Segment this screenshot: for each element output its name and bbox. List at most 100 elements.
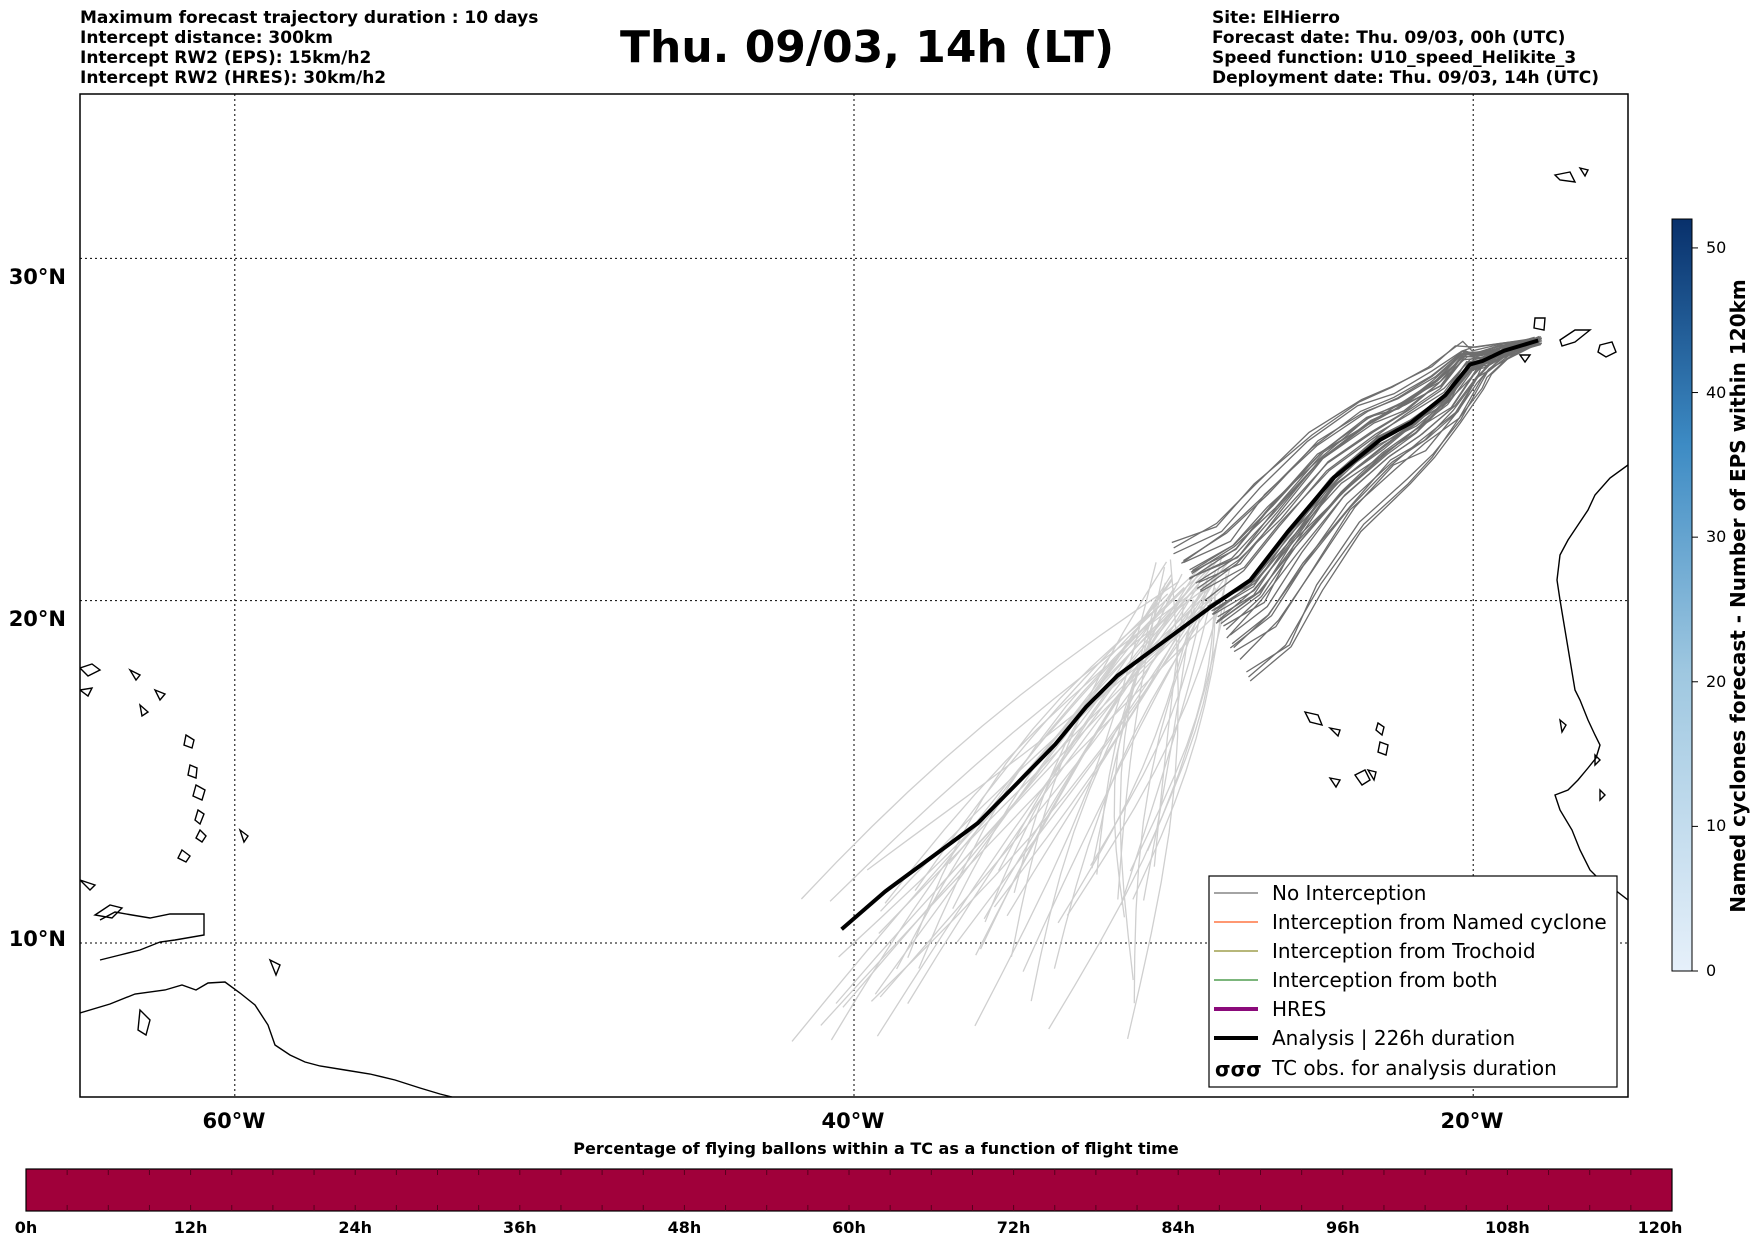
- page-title: Thu. 09/03, 14h (LT): [620, 22, 1115, 73]
- coastline: [137, 1008, 151, 1037]
- map-legend: σσσ No Interception Interception from Na…: [1208, 875, 1618, 1088]
- eps-trajectory: [1153, 605, 1185, 867]
- header-left-line: Intercept distance: 300km: [80, 28, 333, 48]
- time-bar-label: 72h: [996, 1218, 1031, 1237]
- eps-trajectory: [1191, 344, 1539, 572]
- legend-label: Interception from both: [1272, 968, 1498, 992]
- eps-trajectory: [948, 568, 1209, 865]
- eps-trajectory: [1171, 340, 1540, 544]
- coastline: [268, 958, 281, 977]
- time-bar-label: 36h: [502, 1218, 537, 1237]
- time-bar-label: 108h: [1484, 1218, 1530, 1237]
- legend-label: TC obs. for analysis duration: [1271, 1056, 1557, 1080]
- coastline: [1303, 710, 1324, 727]
- header-left-line: Intercept RW2 (HRES): 30km/h2: [80, 68, 387, 88]
- coastline: [195, 828, 207, 843]
- coastline: [128, 668, 142, 682]
- eps-trajectory: [835, 607, 1205, 1004]
- lon-tick-label: 40°W: [822, 1109, 885, 1133]
- analysis-track: [840, 338, 1539, 931]
- header-left-info: Maximum forecast trajectory duration : 1…: [80, 8, 538, 88]
- eps-trajectory: [1030, 584, 1200, 1002]
- coastlines: [80, 166, 1628, 1097]
- eps-trajectory: [1233, 344, 1537, 653]
- time-percentage-bar: [25, 1168, 1673, 1212]
- legend-label: Interception from Named cyclone: [1272, 910, 1607, 934]
- eps-trajectories-light: [791, 557, 1234, 1042]
- eps-trajectory: [1133, 569, 1217, 1004]
- tc-obs-symbol-icon: σσσ: [1215, 1057, 1262, 1081]
- eps-trajectory: [1057, 607, 1196, 924]
- eps-trajectory: [1006, 562, 1227, 917]
- coastline: [80, 687, 94, 698]
- legend-label: Interception from Trochoid: [1272, 939, 1536, 963]
- eps-trajectory: [918, 561, 1208, 969]
- coastline: [187, 764, 198, 779]
- eps-trajectory: [984, 582, 1200, 923]
- colorbar-tick-label: 40: [1706, 383, 1726, 402]
- colorbar-tick-label: 20: [1706, 672, 1726, 691]
- coastline: [183, 733, 195, 749]
- coastline: [1518, 354, 1532, 364]
- eps-trajectory: [1196, 337, 1537, 576]
- colorbar-tick-label: 0: [1706, 961, 1716, 980]
- lon-tick-label: 60°W: [203, 1109, 266, 1133]
- eps-trajectory: [1022, 591, 1214, 972]
- eps-trajectory: [907, 557, 1233, 1004]
- coastline: [1597, 341, 1617, 358]
- time-bar-label: 120h: [1637, 1218, 1683, 1237]
- coastline: [1353, 769, 1371, 786]
- coastline: [194, 808, 205, 826]
- eps-trajectory: [1248, 342, 1536, 678]
- eps-trajectory: [1225, 339, 1540, 631]
- eps-trajectory: [952, 599, 1187, 909]
- coastline: [1375, 721, 1385, 737]
- colorbar-tick-label: 50: [1706, 238, 1726, 257]
- eps-trajectory: [1189, 336, 1539, 571]
- coastline: [1327, 726, 1341, 738]
- colorbar-tick-label: 10: [1706, 816, 1726, 835]
- coastline: [1366, 768, 1377, 782]
- eps-trajectory: [1233, 339, 1535, 649]
- coastline: [1599, 788, 1606, 802]
- header-right-line: Deployment date: Thu. 09/03, 14h (UTC): [1212, 68, 1599, 88]
- header-right-info: Site: ElHierro Forecast date: Thu. 09/03…: [1212, 8, 1599, 88]
- coastline: [238, 828, 249, 844]
- coastline: [80, 981, 453, 1097]
- time-bar-label: 24h: [338, 1218, 373, 1237]
- coastline: [177, 848, 191, 863]
- time-bar-label: 60h: [832, 1218, 866, 1237]
- coastline: [80, 663, 102, 677]
- legend-label: No Interception: [1272, 881, 1426, 905]
- eps-trajectory: [1066, 568, 1231, 916]
- eps-trajectory: [1198, 338, 1540, 584]
- eps-trajectory: [884, 590, 1202, 904]
- lat-tick-label: 30°N: [9, 265, 66, 289]
- coastline: [1554, 464, 1628, 901]
- coastline: [138, 703, 150, 718]
- time-bar-label: 48h: [667, 1218, 702, 1237]
- time-bar-label: 0h: [14, 1218, 38, 1237]
- coastline: [1533, 317, 1546, 331]
- legend-label: HRES: [1272, 997, 1326, 1021]
- header-right-line: Site: ElHierro: [1212, 8, 1340, 28]
- eps-trajectory: [1220, 338, 1541, 625]
- header-right-line: Forecast date: Thu. 09/03, 00h (UTC): [1212, 28, 1566, 48]
- eps-trajectory: [829, 567, 1228, 902]
- eps-trajectory: [1010, 561, 1168, 958]
- colorbar-tick-label: 30: [1706, 527, 1726, 546]
- header-left-line: Maximum forecast trajectory duration : 1…: [80, 8, 539, 28]
- coastline: [80, 879, 97, 891]
- coastline: [192, 783, 206, 801]
- coastline: [99, 911, 205, 961]
- time-bar-title: Percentage of flying ballons within a TC…: [573, 1139, 1179, 1158]
- eps-trajectory: [1249, 343, 1537, 682]
- coastline: [153, 688, 167, 702]
- coastline: [1559, 329, 1592, 347]
- time-bar-label: 96h: [1325, 1218, 1360, 1237]
- coastline: [1578, 166, 1590, 178]
- eps-trajectory: [1113, 598, 1170, 918]
- eps-trajectory: [975, 571, 1201, 956]
- lat-tick-label: 10°N: [9, 927, 66, 951]
